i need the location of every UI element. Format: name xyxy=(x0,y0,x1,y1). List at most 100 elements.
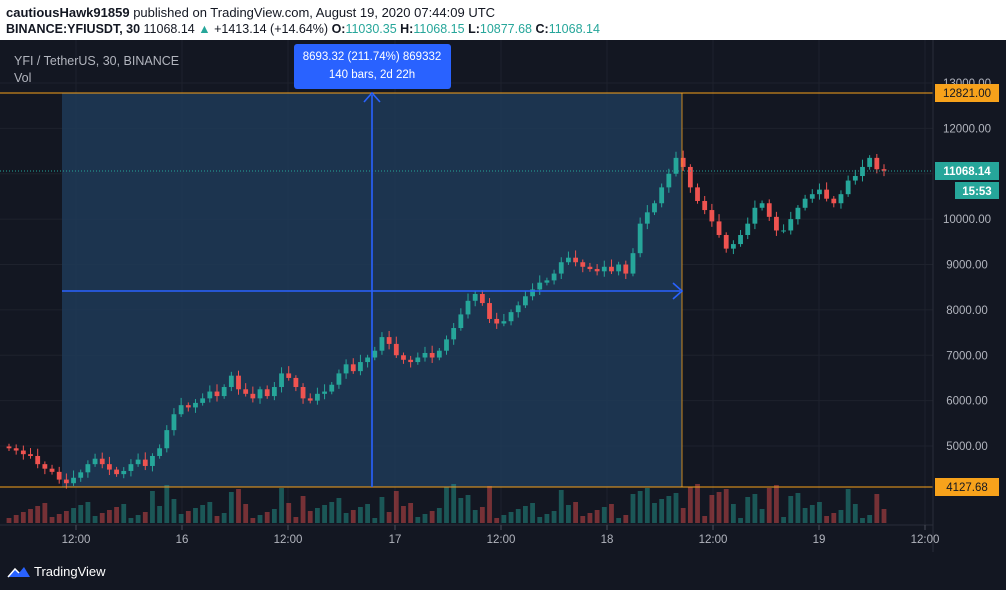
volume-bar xyxy=(365,504,371,523)
open-value: 11030.35 xyxy=(345,22,397,36)
candle-body xyxy=(824,189,830,199)
volume-bar xyxy=(472,510,478,523)
candle-body xyxy=(92,458,98,465)
volume-bar xyxy=(845,489,851,523)
volume-bar xyxy=(644,488,650,523)
time-tick-label: 12:00 xyxy=(487,534,516,546)
candle-body xyxy=(279,373,284,388)
price-tick-label: 5000.00 xyxy=(946,441,988,453)
candle-body xyxy=(379,337,385,351)
volume-bar xyxy=(587,513,593,523)
candle-body xyxy=(178,405,184,415)
volume-bar xyxy=(307,511,313,523)
volume-bar xyxy=(171,499,177,523)
price-tick-label: 9000.00 xyxy=(946,260,988,272)
legend-title: YFI / TetherUS, 30, BINANCE xyxy=(14,54,179,68)
candle-body xyxy=(644,212,650,224)
volume-bar xyxy=(20,512,26,523)
publish-header: cautiousHawk91859 published on TradingVi… xyxy=(0,0,1006,40)
candle-body xyxy=(135,459,141,465)
volume-bar xyxy=(781,517,786,523)
volume-bar xyxy=(458,498,464,523)
candle-body xyxy=(723,235,729,249)
volume-bar xyxy=(286,503,292,523)
candle-body xyxy=(831,198,837,204)
candle-body xyxy=(300,387,306,399)
candle-body xyxy=(687,166,693,188)
volume-bar xyxy=(494,518,500,523)
time-tick-label: 17 xyxy=(389,534,402,546)
footer: TradingView xyxy=(0,552,1006,590)
author-name[interactable]: cautiousHawk91859 xyxy=(6,5,130,20)
volume-bar xyxy=(257,515,263,523)
volume-bar xyxy=(637,491,643,523)
volume-bar xyxy=(372,518,378,523)
volume-bar xyxy=(601,507,607,523)
volume-bar xyxy=(522,506,528,523)
candle-body xyxy=(680,157,686,167)
symbol-interval: BINANCE:YFIUSDT, 30 xyxy=(6,22,141,36)
candle-body xyxy=(817,189,822,195)
up-triangle-icon: ▲ xyxy=(198,22,211,36)
candle-body xyxy=(587,266,593,270)
candle-body xyxy=(185,405,191,408)
candle-body xyxy=(99,458,105,465)
candle-body xyxy=(673,157,679,174)
volume-bar xyxy=(63,511,69,523)
volume-bar xyxy=(630,494,636,523)
volume-bar xyxy=(623,515,629,523)
candle-body xyxy=(458,314,464,329)
high-value: 11068.15 xyxy=(413,22,465,36)
last-price-tag-text: 11068.14 xyxy=(943,166,991,178)
volume-bar xyxy=(680,508,686,523)
volume-bar xyxy=(673,493,679,523)
price-tick-label: 12000.00 xyxy=(943,123,991,135)
volume-bar xyxy=(616,518,622,523)
low-value: 10877.68 xyxy=(479,22,533,36)
candle-body xyxy=(594,269,600,272)
candle-body xyxy=(71,477,76,484)
candle-body xyxy=(157,448,163,456)
volume-bar xyxy=(465,495,471,523)
volume-bar xyxy=(515,509,521,523)
volume-bar xyxy=(738,518,743,523)
candle-body xyxy=(358,362,363,372)
volume-bar xyxy=(544,514,550,523)
candle-body xyxy=(107,464,112,470)
volume-bar xyxy=(530,503,535,523)
volume-bar xyxy=(551,511,557,523)
candle-body xyxy=(193,402,198,408)
volume-bar xyxy=(157,506,163,523)
volume-bar xyxy=(716,492,722,523)
candle-body xyxy=(42,464,48,469)
price-chart[interactable]: 8693.32 (211.74%) 869332 140 bars, 2d 22… xyxy=(0,40,1006,552)
volume-bar xyxy=(243,504,249,523)
candle-body xyxy=(150,455,155,466)
volume-bar xyxy=(774,485,779,523)
candle-body xyxy=(558,262,564,274)
candle-body xyxy=(171,414,177,431)
candle-body xyxy=(630,253,636,274)
candle-body xyxy=(121,470,127,475)
candle-body xyxy=(766,203,772,217)
volume-bar xyxy=(558,490,564,523)
candle-body xyxy=(49,468,55,472)
candle-body xyxy=(28,454,33,456)
volume-bar xyxy=(71,508,76,523)
candle-body xyxy=(666,173,672,188)
candle-body xyxy=(221,387,227,397)
candle-body xyxy=(479,293,485,304)
candle-body xyxy=(730,244,736,249)
volume-bar xyxy=(451,484,457,523)
candle-body xyxy=(422,352,428,358)
volume-bar xyxy=(164,485,170,523)
upper-level-tag xyxy=(935,84,999,102)
candle-body xyxy=(386,337,392,344)
volume-bar xyxy=(824,516,830,523)
volume-bar xyxy=(386,512,392,523)
measure-horizontal-arrowhead-icon xyxy=(672,282,684,300)
time-tick-label: 19 xyxy=(813,534,826,546)
brand-name[interactable]: TradingView xyxy=(34,564,106,579)
time-tick-label: 12:00 xyxy=(274,534,303,546)
volume-bar xyxy=(422,514,428,523)
